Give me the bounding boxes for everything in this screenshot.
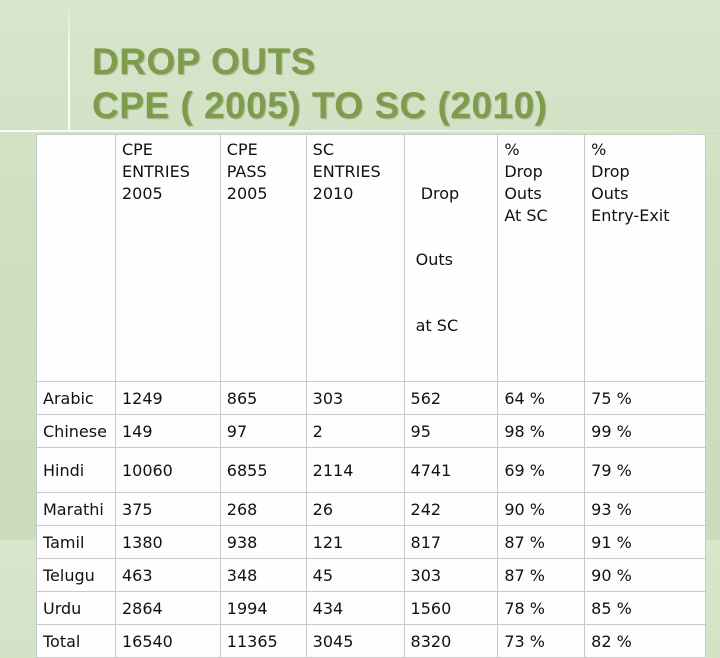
header-line: Outs [410,250,453,269]
cpe-entries-cell: 375 [114,492,221,526]
pct-drop-entry-exit-cell: 85 % [584,591,706,625]
header-line: SC [312,140,334,159]
header-line: % [504,140,520,159]
table-row: Telugu 463 348 45 303 87 % 90 % [36,558,706,592]
cpe-entries-cell: 463 [114,558,221,592]
row-language-cell: Marathi [36,492,116,526]
row-language-cell: Urdu [36,591,116,625]
sc-entries-cell: 2114 [305,447,405,493]
pct-drop-sc-cell: 87 % [497,525,586,559]
row-language-cell: Tamil [36,525,116,559]
pct-drop-entry-exit-cell: 93 % [584,492,706,526]
cpe-pass-cell: 11365 [219,624,307,658]
pct-drop-sc-cell: 64 % [497,381,586,415]
table-row: Arabic 1249 865 303 562 64 % 75 % [36,381,706,415]
pct-drop-entry-exit-cell: 79 % [584,447,706,493]
cpe-pass-cell: 97 [219,414,307,448]
cpe-pass-cell: 6855 [219,447,307,493]
sc-entries-cell: 434 [305,591,405,625]
header-cell-drop-outs-at-sc: Drop Outs at SC [403,134,499,382]
header-line: 2010 [312,184,354,203]
cpe-pass-cell: 865 [219,381,307,415]
header-line: 2005 [121,184,163,203]
header-line: % [591,140,607,159]
slide-title: DROP OUTS CPE ( 2005) TO SC (2010) [92,40,548,128]
header-line: PASS [226,162,267,181]
cpe-entries-cell: 1380 [114,525,221,559]
cpe-entries-cell: 149 [114,414,221,448]
dropout-table: CPE ENTRIES 2005 CPE PASS 2005 SC ENTRIE… [36,134,706,658]
pct-drop-entry-exit-cell: 99 % [584,414,706,448]
drop-outs-cell: 95 [403,414,499,448]
title-line-1: DROP OUTS [92,41,316,82]
pct-drop-sc-cell: 73 % [497,624,586,658]
table-row: Urdu 2864 1994 434 1560 78 % 85 % [36,591,706,625]
cpe-pass-cell: 1994 [219,591,307,625]
sc-entries-cell: 2 [305,414,405,448]
header-cell-sc-entries: SC ENTRIES 2010 [305,134,405,382]
row-language-cell: Telugu [36,558,116,592]
header-line: Outs [591,184,629,203]
pct-drop-sc-cell: 87 % [497,558,586,592]
pct-drop-entry-exit-cell: 91 % [584,525,706,559]
sc-entries-cell: 3045 [305,624,405,658]
header-line: Entry-Exit [591,206,670,225]
header-cell-language [36,134,116,382]
cpe-pass-cell: 268 [219,492,307,526]
cpe-entries-cell: 10060 [114,447,221,493]
row-language-cell: Hindi [36,447,116,493]
drop-outs-cell: 303 [403,558,499,592]
row-language-cell: Chinese [36,414,116,448]
header-cell-pct-drop-outs-at-sc: % Drop Outs At SC [497,134,586,382]
table-header-row: CPE ENTRIES 2005 CPE PASS 2005 SC ENTRIE… [36,134,706,382]
table-row: Chinese 149 97 2 95 98 % 99 % [36,414,706,448]
drop-outs-cell: 8320 [403,624,499,658]
pct-drop-sc-cell: 90 % [497,492,586,526]
header-line: Drop [591,162,630,181]
header-line: ENTRIES [312,162,381,181]
pct-drop-entry-exit-cell: 90 % [584,558,706,592]
cpe-entries-cell: 16540 [114,624,221,658]
cpe-entries-cell: 1249 [114,381,221,415]
header-line: At SC [504,206,548,225]
cpe-pass-cell: 938 [219,525,307,559]
header-line: 2005 [226,184,268,203]
table-row: Marathi 375 268 26 242 90 % 93 % [36,492,706,526]
header-line: Outs [504,184,542,203]
cpe-pass-cell: 348 [219,558,307,592]
header-line: CPE [121,140,153,159]
row-language-cell: Arabic [36,381,116,415]
sc-entries-cell: 26 [305,492,405,526]
drop-outs-cell: 4741 [403,447,499,493]
sc-entries-cell: 121 [305,525,405,559]
title-line-2: CPE ( 2005) TO SC (2010) [92,85,548,126]
drop-outs-cell: 562 [403,381,499,415]
drop-outs-cell: 817 [403,525,499,559]
pct-drop-sc-cell: 69 % [497,447,586,493]
header-cell-cpe-entries: CPE ENTRIES 2005 [114,134,221,382]
header-cell-cpe-pass: CPE PASS 2005 [219,134,307,382]
table-row: Hindi 10060 6855 2114 4741 69 % 79 % [36,447,706,493]
pct-drop-entry-exit-cell: 75 % [584,381,706,415]
decorative-vertical-line [68,0,70,132]
header-line: at SC [410,316,459,335]
header-line: CPE [226,140,258,159]
decorative-horizontal-line [0,130,720,132]
row-language-cell: Total [36,624,116,658]
header-line: Drop [410,184,460,203]
header-line: Drop [504,162,543,181]
pct-drop-entry-exit-cell: 82 % [584,624,706,658]
cpe-entries-cell: 2864 [114,591,221,625]
drop-outs-cell: 1560 [403,591,499,625]
sc-entries-cell: 303 [305,381,405,415]
header-line: ENTRIES [121,162,190,181]
pct-drop-sc-cell: 78 % [497,591,586,625]
header-cell-pct-drop-outs-entry-exit: % Drop Outs Entry-Exit [584,134,706,382]
table-row: Tamil 1380 938 121 817 87 % 91 % [36,525,706,559]
sc-entries-cell: 45 [305,558,405,592]
pct-drop-sc-cell: 98 % [497,414,586,448]
drop-outs-cell: 242 [403,492,499,526]
table-row-total: Total 16540 11365 3045 8320 73 % 82 % [36,624,706,658]
